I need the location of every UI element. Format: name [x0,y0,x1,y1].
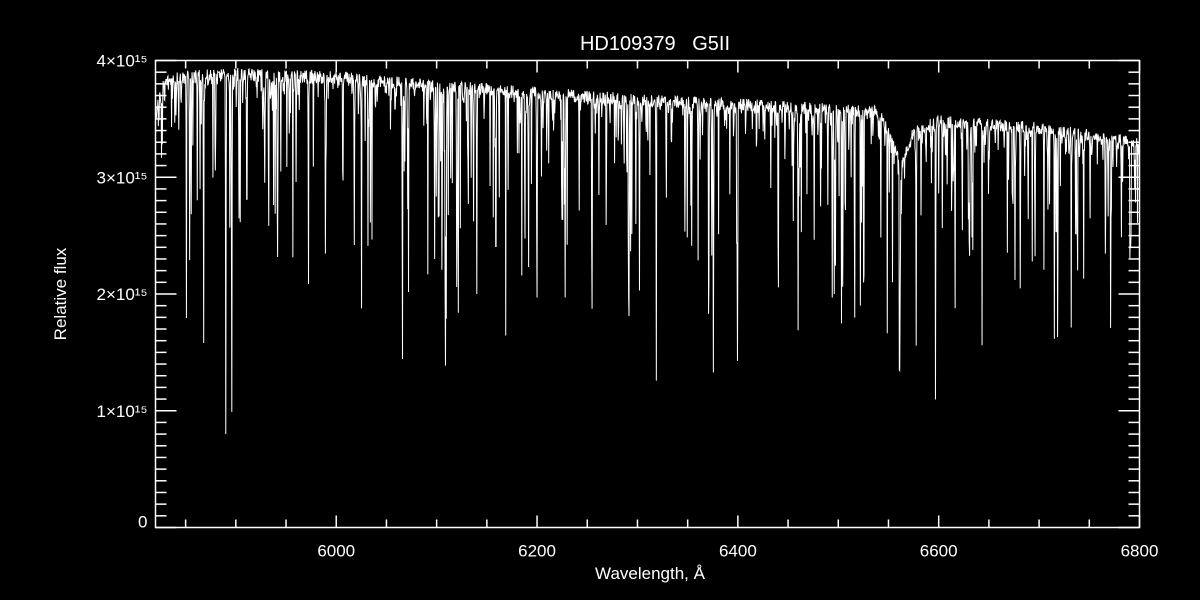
x-tick-label: 6400 [719,542,757,561]
x-tick-label: 6800 [1121,542,1159,561]
y-tick-label: 3×10¹⁵ [97,168,148,187]
x-axis-label: Wavelength, Å [595,564,706,583]
y-tick-label: 4×10¹⁵ [97,52,148,71]
x-tick-label: 6600 [920,542,958,561]
y-tick-label: 2×10¹⁵ [97,285,148,304]
y-tick-label: 1×10¹⁵ [97,402,148,421]
x-tick-label: 6200 [518,542,556,561]
plot-frame [154,59,1141,529]
y-axis-label: Relative flux [51,247,70,340]
chart-title: HD109379 G5II [580,33,730,55]
y-tick-label: 0 [138,513,147,532]
spectrum-line [155,67,1140,435]
x-tick-label: 6000 [317,542,355,561]
